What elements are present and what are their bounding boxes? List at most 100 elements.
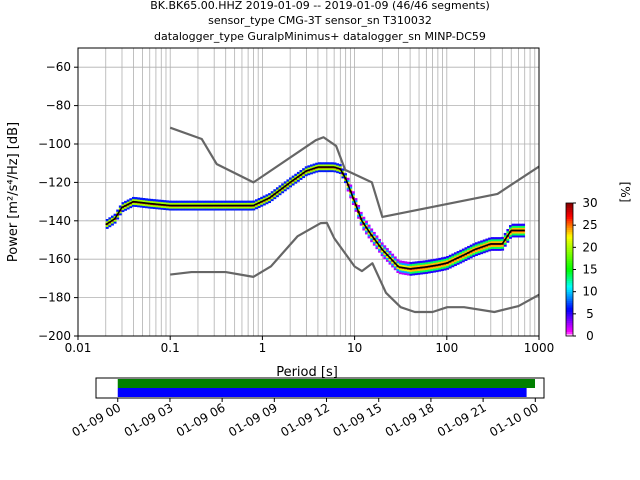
histogram-cell: [474, 242, 478, 245]
histogram-cell: [446, 267, 450, 270]
colorbar-swatch: [566, 245, 573, 248]
histogram-cell: [139, 203, 143, 206]
histogram-cell: [309, 166, 313, 169]
histogram-cell: [380, 244, 384, 247]
histogram-cell: [454, 256, 457, 259]
histogram-cell: [273, 195, 277, 198]
histogram-cell: [357, 214, 361, 217]
histogram-cell: [341, 170, 345, 173]
histogram-cell: [296, 179, 300, 182]
histogram-cell: [503, 232, 507, 236]
histogram-cell: [427, 271, 431, 274]
timeline-tick-label: 01-09 15: [330, 400, 384, 439]
histogram-cell: [438, 267, 442, 270]
histogram-cell: [333, 164, 337, 167]
histogram-cell: [506, 240, 510, 243]
histogram-cell: [270, 196, 274, 200]
colorbar-swatch: [566, 289, 573, 293]
histogram-cell: [375, 245, 379, 248]
histogram-cell: [357, 208, 361, 212]
timeline-bar-blue: [117, 388, 527, 397]
histogram-cell: [307, 165, 311, 168]
histogram-cell: [372, 241, 376, 244]
histogram-cell: [425, 263, 429, 267]
histogram-cell: [286, 185, 290, 188]
histogram-cell: [511, 223, 515, 226]
histogram-cell: [467, 249, 471, 253]
histogram-cell: [501, 240, 505, 243]
histogram-cell: [498, 246, 502, 249]
histogram-cell: [383, 256, 387, 260]
histogram-cell: [519, 233, 523, 236]
histogram-cell: [223, 206, 227, 209]
histogram-cell: [399, 270, 402, 273]
histogram-cell: [393, 267, 397, 271]
colorbar-swatch: [566, 218, 573, 222]
histogram-cell: [417, 261, 421, 264]
histogram-cell: [362, 226, 366, 229]
histogram-cell: [302, 170, 306, 173]
histogram-cell: [220, 208, 224, 211]
histogram-cell: [401, 260, 405, 264]
histogram-cell: [176, 208, 180, 211]
histogram-cell: [205, 208, 209, 211]
histogram-cell: [461, 250, 465, 253]
histogram-cell: [236, 208, 240, 211]
histogram-cell: [176, 202, 180, 205]
histogram-cell: [186, 206, 190, 209]
histogram-cell: [289, 185, 292, 188]
histogram-cell: [302, 175, 306, 179]
histogram-cell: [391, 263, 395, 266]
histogram-cell: [118, 207, 122, 210]
histogram-cell: [291, 181, 295, 184]
histogram-cell: [422, 262, 426, 265]
histogram-cell: [474, 253, 478, 257]
histogram-cell: [522, 225, 526, 228]
histogram-cell: [506, 230, 510, 234]
histogram-cell: [477, 250, 481, 254]
histogram-cell: [488, 249, 491, 252]
histogram-cell: [503, 240, 507, 243]
histogram-cell: [511, 233, 515, 236]
histogram-cell: [315, 162, 319, 165]
histogram-cell: [514, 233, 518, 236]
histogram-cell: [131, 204, 135, 207]
x-tick-label: 100: [435, 341, 458, 355]
colorbar-swatch: [566, 216, 573, 219]
histogram-cell: [207, 208, 211, 211]
histogram-cell: [425, 262, 429, 265]
histogram-cell: [516, 233, 520, 236]
histogram-cell: [509, 236, 512, 239]
histogram-cell: [357, 206, 361, 210]
histogram-cell: [338, 164, 342, 167]
histogram-cell: [299, 177, 303, 180]
histogram-cell: [323, 169, 327, 173]
histogram-cell: [262, 197, 266, 200]
ppsd-chart: 0.01 0.1 1 10 100 1000 −60 −80 −100 −120 −140 −160…: [6, 47, 554, 380]
histogram-cell: [509, 226, 512, 230]
histogram-cell: [480, 251, 484, 255]
histogram-cell: [412, 271, 416, 274]
histogram-cell: [349, 186, 353, 189]
histogram-cell: [461, 260, 465, 263]
histogram-cell: [354, 207, 358, 210]
histogram-cell: [265, 202, 269, 205]
histogram-cell: [137, 205, 141, 208]
colorbar-swatch: [566, 247, 573, 250]
histogram-cell: [490, 244, 494, 248]
histogram-cell: [255, 201, 258, 204]
histogram-cell: [362, 228, 366, 231]
histogram-cell: [139, 199, 143, 202]
histogram-cell: [488, 247, 491, 250]
histogram-cell: [383, 245, 387, 248]
timeline-tick-label: 01-09 21: [435, 400, 489, 439]
histogram-cell: [409, 261, 413, 265]
histogram-cell: [467, 247, 471, 251]
colorbar-swatch: [566, 205, 573, 208]
histogram-cell: [417, 272, 421, 275]
histogram-cell: [163, 205, 167, 209]
colorbar-swatch: [566, 267, 573, 270]
histogram-cell: [401, 262, 405, 266]
histogram-cell: [469, 252, 473, 255]
histogram-cell: [514, 227, 518, 230]
